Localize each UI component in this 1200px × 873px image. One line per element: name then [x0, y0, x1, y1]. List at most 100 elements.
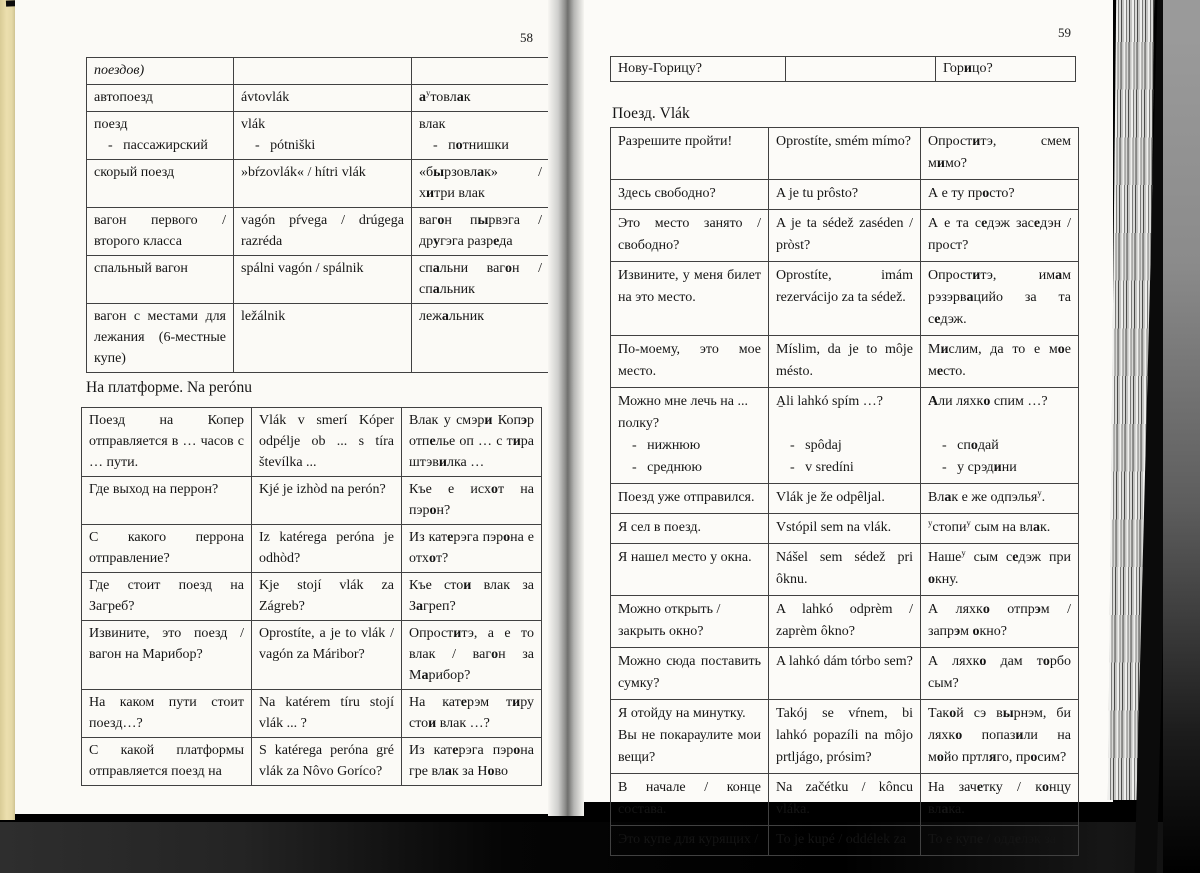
- table-cell: Я отойду на минутку. Вы не покараулите мо…: [610, 699, 769, 774]
- table-cell: Али ляхко спим …? - сподай - у срэдини: [920, 387, 1079, 484]
- left-page: 58 поездов) автопоезд ávtovlák аутовлак поез…: [15, 0, 552, 814]
- table-cell: Нашеу сым седэж при окну.: [920, 543, 1079, 596]
- table-cell: На зачетку / концу влака.: [920, 773, 1079, 826]
- table-row: Можно открыть / закрыть окно? A lahkó odpr…: [610, 595, 1079, 648]
- table-row: Можно сюда поставить сумку? A lahkó dám t…: [610, 647, 1079, 700]
- table-cell: То е купе / одделэк за: [920, 825, 1079, 856]
- table-cell: Míslim, da je to môje mésto.: [768, 335, 921, 388]
- table-cell: Где выход на перрон?: [81, 476, 252, 525]
- table-row: Это купе для курящих / To je kupé / oddél…: [610, 825, 1079, 856]
- table-row: скорый поезд »bŕzovlák« / hítri vlák «бырз…: [86, 159, 550, 208]
- table-cell: Vlák je že odpêljal.: [768, 483, 921, 514]
- table-cell: A lahkó dám tórbo sem?: [768, 647, 921, 700]
- table-row: Извините, это поезд / вагон на Марибор? O…: [81, 620, 542, 690]
- table-row: Я нашел место у окна. Nášel sem sédež pri…: [610, 543, 1079, 596]
- table-cell: Это купе для курящих /: [610, 825, 769, 856]
- table-cell: Na katérem tíru stojí vlák ... ?: [251, 689, 402, 738]
- table-cell: Извините, у меня билет на это место.: [610, 261, 769, 336]
- table-cell: Oprostíte, smém mímo?: [768, 127, 921, 180]
- table-cell: Я нашел место у окна.: [610, 543, 769, 596]
- carryover-table: Нову-Горицу? Горицо?: [610, 56, 1076, 82]
- table-cell: Kjé je izhòd na perón?: [251, 476, 402, 525]
- table-cell: Kje stojí vlák za Zágreb?: [251, 572, 402, 621]
- table-cell: скорый поезд: [86, 159, 234, 208]
- table-row: Здесь свободно? A je tu prôsto? А е ту про…: [610, 179, 1079, 210]
- table-cell: ležálnik: [233, 303, 412, 373]
- table-row: вагон первого / второго класса vagón pŕve…: [86, 207, 550, 256]
- table-row: Поезд уже отправился. Vlák je že odpêljal…: [610, 483, 1079, 514]
- table-cell: Поезд на Копер отправляется в … часов с …: [81, 407, 252, 477]
- table-row: поездов): [86, 57, 550, 85]
- table-row: Я отойду на минутку. Вы не покараулите мо…: [610, 699, 1079, 774]
- table-row: Поезд на Копер отправляется в … часов с …: [81, 407, 542, 477]
- table-cell: Oprostíte, a je to vlák / vagón za Márib…: [251, 620, 402, 690]
- train-section-heading: Поезд. Vlák: [612, 105, 690, 122]
- table-row: поезд - пассажирский vlák - pótniški влак …: [86, 111, 550, 160]
- table-cell: Na začétku / kôncu vláka.: [768, 773, 921, 826]
- table-cell: Извините, это поезд / вагон на Марибор?: [81, 620, 252, 690]
- table-cell: А ляхко дам торбо сым?: [920, 647, 1079, 700]
- table-cell: A lahkó odprèm / zaprèm ôkno?: [768, 595, 921, 648]
- table-cell: влак - потнишки: [411, 111, 550, 160]
- page-number-right: 59: [1058, 25, 1071, 40]
- book-cover-edge: [0, 0, 15, 820]
- table-row: Разрешите пройти! Oprostíte, smém mímo? Оп…: [610, 127, 1079, 180]
- table-cell: vagón pŕvega / drúgega razréda: [233, 207, 412, 256]
- table-cell: Я сел в поезд.: [610, 513, 769, 544]
- table-row: По-моему, это мое место. Míslim, da je to…: [610, 335, 1079, 388]
- table-cell: [411, 57, 550, 85]
- table-cell: spálni vagón / spálnik: [233, 255, 412, 304]
- table-row: В начале / конце состава. Na začétku / kô…: [610, 773, 1079, 826]
- table-cell: Takój se vŕnem, bi lahkó popazíli na môj…: [768, 699, 921, 774]
- table-cell: A̱li lahkó spím …? - spôdaj - v sredíni: [768, 387, 921, 484]
- table-cell: Поезд уже отправился.: [610, 483, 769, 514]
- train-phrases-table: Разрешите пройти! Oprostíte, smém mímo? Оп…: [610, 127, 1079, 856]
- book-fore-edge: [1163, 0, 1200, 873]
- table-cell: Здесь свободно?: [610, 179, 769, 210]
- table-cell: автопоезд: [86, 84, 234, 112]
- table-cell: vlák - pótniški: [233, 111, 412, 160]
- table-cell: Где стоит поезд на Загреб?: [81, 572, 252, 621]
- table-cell: Опроститэ, имам рэзэрвацийо за та седэж.: [920, 261, 1079, 336]
- page-number-left: 58: [520, 30, 533, 45]
- table-cell: Из катерэга пэрона гре влак за Ново: [401, 737, 542, 786]
- table-cell: Можно сюда поставить сумку?: [610, 647, 769, 700]
- table-cell: Это место занято / свободно?: [610, 209, 769, 262]
- table-cell: С какой платформы отправляется поезд на: [81, 737, 252, 786]
- table-cell: спальни вагон / спальник: [411, 255, 550, 304]
- table-cell: Влак е же одпэльяу.: [920, 483, 1079, 514]
- table-cell: Iz katérega peróna je odhòd?: [251, 524, 402, 573]
- table-cell: С какого перрона отправление?: [81, 524, 252, 573]
- table-cell: Къе стои влак за Загреп?: [401, 572, 542, 621]
- table-cell: To je kupé / oddélek za: [768, 825, 921, 856]
- table-row: Это место занято / свободно? A je ta séde…: [610, 209, 1079, 262]
- table-cell: поездов): [86, 57, 234, 85]
- table-cell: Такой сэ вырнэм, би ляхко попазили на мо…: [920, 699, 1079, 774]
- table-row: С какого перрона отправление? Iz katérega…: [81, 524, 542, 573]
- table-cell: Можно мне лечь на ... полку? - нижнюю - с…: [610, 387, 769, 484]
- table-cell: A je tu prôsto?: [768, 179, 921, 210]
- table-row: Можно мне лечь на ... полку? - нижнюю - с…: [610, 387, 1079, 484]
- table-cell: поезд - пассажирский: [86, 111, 234, 160]
- table-cell: Мислим, да то е мое место.: [920, 335, 1079, 388]
- table-row: Где стоит поезд на Загреб? Kje stojí vlák…: [81, 572, 542, 621]
- table-cell: А е та седэж заседэн / прост?: [920, 209, 1079, 262]
- table-cell: вагон с местами для лежания (6-местные к…: [86, 303, 234, 373]
- table-cell: »bŕzovlák« / hítri vlák: [233, 159, 412, 208]
- table-cell: Опроститэ, а е то влак / вагон за Марибо…: [401, 620, 542, 690]
- platform-section-heading: На платформе. Na perónu: [86, 379, 252, 396]
- table-cell: Nášel sem sédež pri ôknu.: [768, 543, 921, 596]
- table-cell: Oprostíte, imám rezervácijo za ta sédež.: [768, 261, 921, 336]
- table-cell: S katérega peróna gré vlák za Nôvo Goríc…: [251, 737, 402, 786]
- table-cell: ávtovlák: [233, 84, 412, 112]
- table-cell: вагон пырвэга / другэга разреда: [411, 207, 550, 256]
- table-row: Где выход на перрон? Kjé je izhòd na peró…: [81, 476, 542, 525]
- table-cell: Опроститэ, смем мимо?: [920, 127, 1079, 180]
- book-spine-shadow: [548, 0, 584, 816]
- table-row: Я сел в поезд. Vstópil sem na vlák. устопи…: [610, 513, 1079, 544]
- table-cell: Можно открыть / закрыть окно?: [610, 595, 769, 648]
- table-cell: На каком пути стоит поезд…?: [81, 689, 252, 738]
- table-cell: аутовлак: [411, 84, 550, 112]
- table-cell: На катерэм тиру стои влак …?: [401, 689, 542, 738]
- table-cell: Разрешите пройти!: [610, 127, 769, 180]
